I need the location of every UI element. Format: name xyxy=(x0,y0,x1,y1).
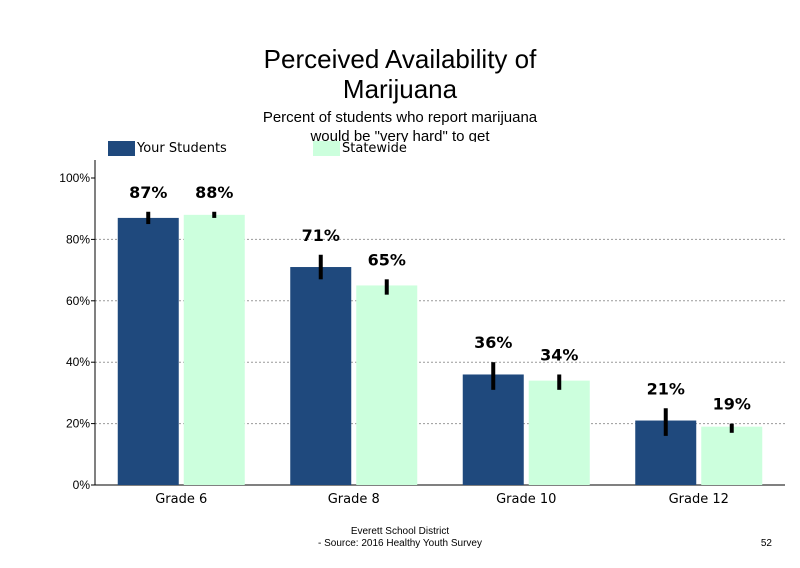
chart-subtitle: Percent of students who report marijuana… xyxy=(150,108,650,142)
bar-your-students xyxy=(290,267,352,485)
data-label: 34% xyxy=(540,345,578,364)
chart-title: Perceived Availability of Marijuana xyxy=(150,44,650,104)
x-tick-label: Grade 8 xyxy=(328,492,380,507)
x-tick-label: Grade 6 xyxy=(155,492,207,507)
y-tick-label: 60% xyxy=(66,294,90,308)
footer-district: Everett School District xyxy=(350,526,450,537)
y-tick-label: 80% xyxy=(66,232,90,246)
y-tick-label: 100% xyxy=(59,171,90,185)
bar-your-students xyxy=(117,217,179,485)
bar-statewide xyxy=(528,380,590,485)
chart-title-line-1: Perceived Availability of xyxy=(263,44,537,74)
data-label: 21% xyxy=(647,379,685,398)
legend-label-your-students: Your Students xyxy=(137,141,227,156)
bar-statewide xyxy=(356,285,418,485)
data-label: 36% xyxy=(474,333,512,352)
data-label: 65% xyxy=(368,250,406,269)
y-tick-label: 0% xyxy=(73,478,91,492)
chart-subtitle-line-1: Percent of students who report marijuana xyxy=(262,109,538,126)
bar-statewide xyxy=(701,426,763,485)
bar-statewide xyxy=(183,214,245,485)
legend-label-statewide: Statewide xyxy=(342,141,407,156)
data-label: 88% xyxy=(195,183,233,202)
legend-swatch-statewide xyxy=(313,141,340,156)
bar-your-students xyxy=(462,374,524,485)
page-number: 52 xyxy=(760,538,772,549)
footer-source: - Source: 2016 Healthy Youth Survey xyxy=(318,538,482,549)
chart-subtitle-line-2: would be "very hard" to get xyxy=(310,128,490,142)
chart-title-line-2: Marijuana xyxy=(342,74,458,104)
data-label: 71% xyxy=(302,226,340,245)
legend-swatch-your-students xyxy=(108,141,135,156)
y-tick-label: 20% xyxy=(66,417,90,431)
data-label: 87% xyxy=(129,183,167,202)
footer: Everett School District - Source: 2016 H… xyxy=(200,526,600,550)
y-tick-label: 40% xyxy=(66,355,90,369)
data-label: 19% xyxy=(713,395,751,414)
x-tick-label: Grade 12 xyxy=(669,492,729,507)
x-tick-label: Grade 10 xyxy=(496,492,556,507)
